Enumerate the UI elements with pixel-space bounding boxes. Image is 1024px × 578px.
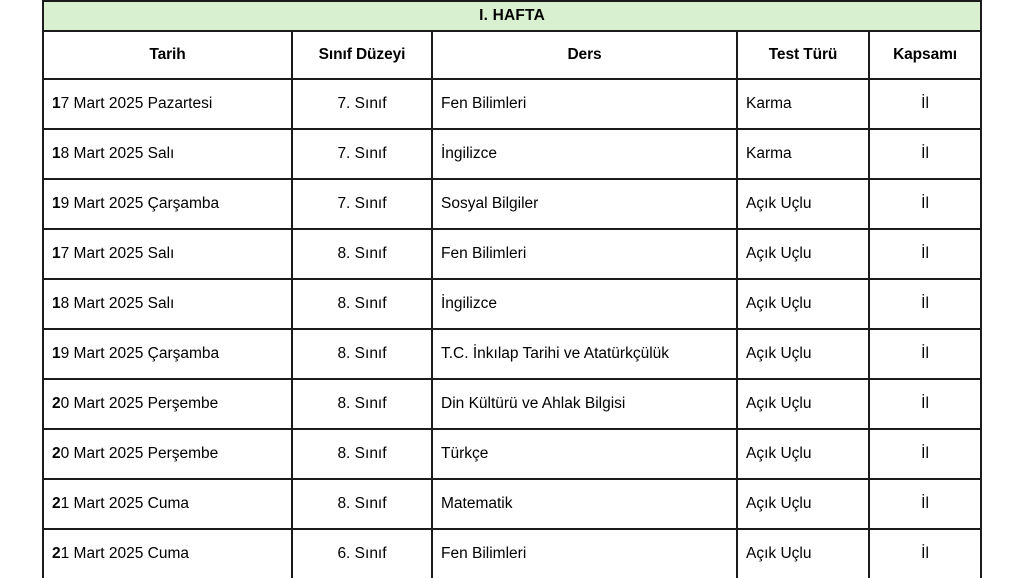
cell-sinif: 8. Sınıf — [291, 228, 433, 280]
cell-test: Açık Uçlu — [736, 428, 870, 480]
cell-tarih: 21 Mart 2025 Cuma — [42, 478, 293, 530]
date-lead-digit: 1 — [52, 145, 61, 163]
date-remainder: 1 Mart 2025 Cuma — [60, 545, 189, 563]
table-row: 21 Mart 2025 Cuma 6. Sınıf Fen Bilimleri Aç… — [42, 528, 983, 578]
column-header-tarih: Tarih — [42, 30, 293, 80]
date-lead-digit: 2 — [52, 495, 61, 513]
table-row: 18 Mart 2025 Salı 8. Sınıf İngilizce Açık U… — [42, 278, 983, 330]
cell-test: Karma — [736, 128, 870, 180]
date-remainder: 1 Mart 2025 Cuma — [60, 495, 189, 513]
week-banner-row: I. HAFTA — [41, 0, 983, 32]
cell-sinif: 8. Sınıf — [291, 478, 433, 530]
cell-kapsam: İl — [867, 78, 983, 130]
cell-kapsam: İl — [867, 478, 983, 530]
column-header-kapsam: Kapsamı — [867, 30, 983, 80]
date-lead-digit: 2 — [52, 395, 61, 413]
cell-ders: Türkçe — [431, 428, 738, 480]
date-remainder: 8 Mart 2025 Salı — [60, 295, 175, 313]
column-header-ders: Ders — [431, 30, 738, 80]
date-lead-digit: 1 — [52, 345, 61, 363]
cell-sinif: 8. Sınıf — [291, 378, 433, 430]
table-row: 17 Mart 2025 Pazartesi 7. Sınıf Fen Biliml… — [42, 78, 983, 130]
date-lead-digit: 1 — [52, 95, 61, 113]
cell-ders: İngilizce — [431, 278, 738, 330]
cell-sinif: 7. Sınıf — [291, 178, 433, 230]
cell-kapsam: İl — [867, 378, 983, 430]
cell-sinif: 7. Sınıf — [291, 128, 433, 180]
date-remainder: 0 Mart 2025 Perşembe — [60, 395, 219, 413]
cell-kapsam: İl — [867, 528, 983, 578]
cell-sinif: 7. Sınıf — [291, 78, 433, 130]
column-header-test: Test Türü — [736, 30, 870, 80]
cell-test: Karma — [736, 78, 870, 130]
date-lead-digit: 1 — [52, 195, 61, 213]
cell-tarih: 19 Mart 2025 Çarşamba — [42, 178, 293, 230]
cell-tarih: 18 Mart 2025 Salı — [42, 278, 293, 330]
cell-ders: T.C. İnkılap Tarihi ve Atatürkçülük — [431, 328, 738, 380]
table-row: 17 Mart 2025 Salı 8. Sınıf Fen Bilimleri Aç… — [42, 228, 983, 280]
cell-test: Açık Uçlu — [736, 228, 870, 280]
date-remainder: 0 Mart 2025 Perşembe — [60, 445, 219, 463]
cell-ders: Matematik — [431, 478, 738, 530]
table-row: 20 Mart 2025 Perşembe 8. Sınıf Türkçe Açık … — [42, 428, 983, 480]
cell-ders: Fen Bilimleri — [431, 228, 738, 280]
cell-tarih: 17 Mart 2025 Pazartesi — [42, 78, 293, 130]
date-remainder: 9 Mart 2025 Çarşamba — [60, 195, 220, 213]
cell-ders: Fen Bilimleri — [431, 528, 738, 578]
date-lead-digit: 1 — [52, 295, 61, 313]
cell-test: Açık Uçlu — [736, 178, 870, 230]
date-lead-digit: 2 — [52, 545, 61, 563]
cell-kapsam: İl — [867, 428, 983, 480]
cell-kapsam: İl — [867, 328, 983, 380]
cell-kapsam: İl — [867, 178, 983, 230]
cell-tarih: 20 Mart 2025 Perşembe — [42, 378, 293, 430]
cell-sinif: 8. Sınıf — [291, 328, 433, 380]
date-remainder: 7 Mart 2025 Salı — [60, 245, 175, 263]
cell-test: Açık Uçlu — [736, 378, 870, 430]
cell-kapsam: İl — [867, 228, 983, 280]
table-row: 19 Mart 2025 Çarşamba 8. Sınıf T.C. İnkıla… — [42, 328, 983, 380]
table-row: 20 Mart 2025 Perşembe 8. Sınıf Din Kültürü… — [42, 378, 983, 430]
date-lead-digit: 1 — [52, 245, 61, 263]
date-remainder: 7 Mart 2025 Pazartesi — [60, 95, 213, 113]
week-banner-label: I. HAFTA — [41, 0, 983, 32]
cell-tarih: 18 Mart 2025 Salı — [42, 128, 293, 180]
cell-test: Açık Uçlu — [736, 278, 870, 330]
date-remainder: 9 Mart 2025 Çarşamba — [60, 345, 220, 363]
cell-ders: Din Kültürü ve Ahlak Bilgisi — [431, 378, 738, 430]
table-row: 21 Mart 2025 Cuma 8. Sınıf Matematik Açık U… — [42, 478, 983, 530]
cell-kapsam: İl — [867, 278, 983, 330]
table-row: 18 Mart 2025 Salı 7. Sınıf İngilizce Karma İ… — [42, 128, 983, 180]
cell-sinif: 6. Sınıf — [291, 528, 433, 578]
cell-test: Açık Uçlu — [736, 478, 870, 530]
cell-ders: İngilizce — [431, 128, 738, 180]
date-lead-digit: 2 — [52, 445, 61, 463]
cell-test: Açık Uçlu — [736, 528, 870, 578]
date-remainder: 8 Mart 2025 Salı — [60, 145, 175, 163]
cell-ders: Fen Bilimleri — [431, 78, 738, 130]
cell-tarih: 17 Mart 2025 Salı — [42, 228, 293, 280]
cell-tarih: 20 Mart 2025 Perşembe — [42, 428, 293, 480]
cell-tarih: 21 Mart 2025 Cuma — [42, 528, 293, 578]
cell-tarih: 19 Mart 2025 Çarşamba — [42, 328, 293, 380]
exam-schedule-table: I. HAFTA Tarih Sınıf Düzeyi Ders Test Türü Ka… — [41, 0, 983, 578]
cell-sinif: 8. Sınıf — [291, 278, 433, 330]
table-row: 19 Mart 2025 Çarşamba 7. Sınıf Sosyal Bilg… — [42, 178, 983, 230]
cell-ders: Sosyal Bilgiler — [431, 178, 738, 230]
column-header-row: Tarih Sınıf Düzeyi Ders Test Türü Kapsamı — [42, 30, 983, 80]
column-header-sinif: Sınıf Düzeyi — [291, 30, 433, 80]
cell-kapsam: İl — [867, 128, 983, 180]
cell-test: Açık Uçlu — [736, 328, 870, 380]
cell-sinif: 8. Sınıf — [291, 428, 433, 480]
